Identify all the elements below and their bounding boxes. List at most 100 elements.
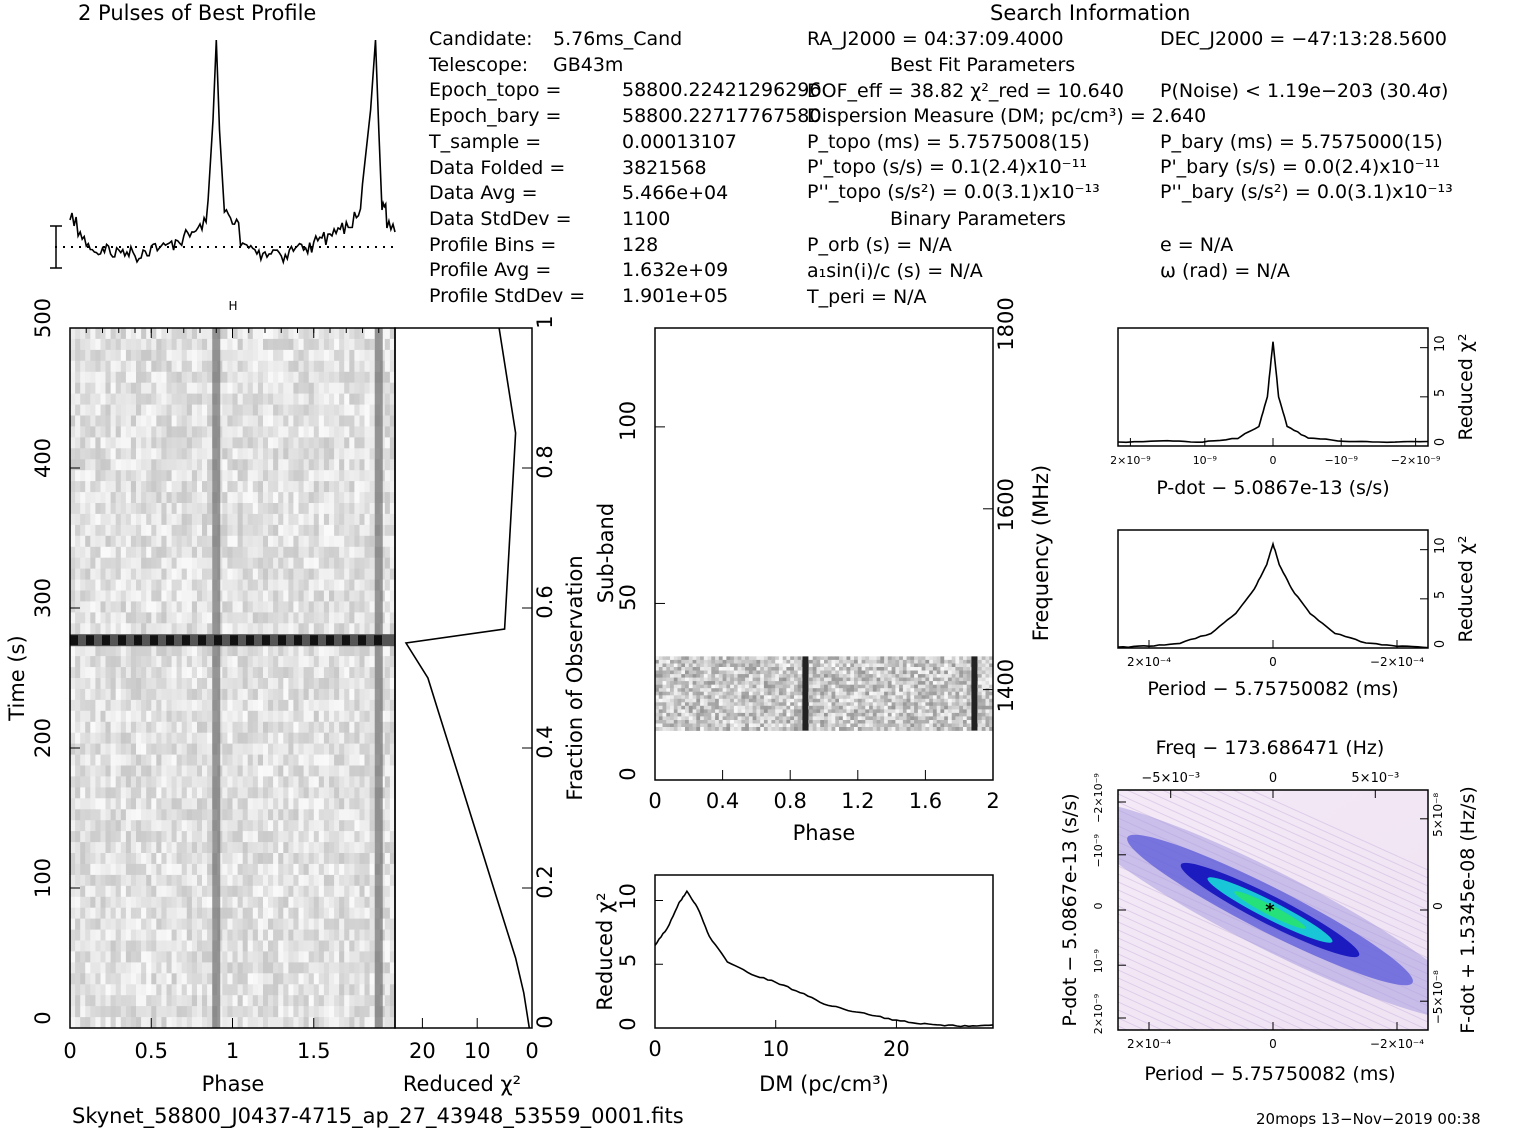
time-phase-cell	[323, 776, 330, 788]
time-phase-cell	[191, 437, 198, 449]
time-phase-cell	[100, 590, 107, 602]
time-phase-cell	[308, 338, 315, 351]
time-phase-cell	[120, 995, 127, 1007]
time-phase-cell	[257, 513, 264, 526]
time-phase-cell	[141, 612, 147, 624]
time-phase-cell	[100, 743, 107, 756]
time-phase-cell	[283, 776, 289, 788]
time-phase-cell	[283, 371, 289, 384]
time-phase-cell	[125, 590, 132, 602]
time-phase-cell	[125, 546, 132, 559]
time-phase-cell	[232, 404, 239, 417]
time-phase-cell	[80, 918, 86, 931]
subband-cell	[917, 677, 923, 682]
time-phase-cell	[339, 492, 345, 504]
time-phase-cell	[105, 798, 112, 810]
time-phase-cell	[318, 754, 325, 767]
subband-cell	[820, 667, 825, 671]
subband-cell	[902, 659, 908, 664]
time-phase-cell	[384, 678, 391, 690]
subband-cell	[854, 656, 859, 661]
time-phase-cell	[278, 513, 284, 526]
time-phase-cell	[257, 787, 264, 799]
time-phase-cell	[303, 863, 310, 876]
time-phase-cell	[334, 437, 340, 449]
time-phase-cell	[186, 470, 193, 482]
time-phase-cell	[156, 328, 162, 340]
subband-cell	[685, 656, 690, 661]
time-phase-cell	[313, 699, 320, 712]
time-phase-cell	[222, 809, 228, 821]
subband-cell	[711, 681, 716, 685]
time-phase-cell	[303, 765, 310, 777]
time-phase-cell	[156, 546, 162, 559]
time-phase-cell	[70, 929, 76, 942]
time-phase-cell	[313, 557, 320, 570]
time-phase-cell	[146, 743, 152, 756]
time-phase-cell	[263, 678, 269, 690]
time-phase-cell	[90, 1006, 96, 1018]
time-phase-cell	[293, 853, 300, 865]
time-phase-cell	[257, 645, 264, 657]
subband-cell	[809, 656, 814, 661]
time-phase-cell	[186, 371, 193, 384]
time-phase-cell	[323, 962, 330, 974]
time-phase-cell	[85, 885, 91, 898]
time-phase-cell	[263, 743, 269, 756]
time-phase-cell	[247, 710, 254, 723]
time-phase-cell	[339, 699, 345, 712]
subband-cell	[718, 670, 723, 675]
time-phase-cell	[171, 831, 178, 843]
time-phase-cell	[207, 437, 213, 449]
subband-cell	[944, 674, 949, 678]
time-phase-cell	[349, 393, 355, 406]
time-phase-cell	[237, 645, 244, 657]
subband-cell	[722, 681, 727, 685]
time-phase-cell	[171, 995, 178, 1007]
subband-cell	[899, 659, 904, 664]
time-phase-cell	[268, 885, 274, 898]
time-phase-cell	[334, 984, 340, 996]
time-phase-cell	[115, 863, 122, 876]
time-phase-cell	[359, 656, 366, 668]
time-phase-cell	[105, 404, 112, 417]
time-phase-cell	[329, 437, 335, 449]
time-phase-cell	[90, 535, 96, 548]
time-phase-cell	[349, 448, 355, 460]
time-phase-cell	[257, 984, 264, 996]
time-phase-cell	[166, 338, 173, 351]
time-phase-cell	[110, 765, 117, 777]
time-phase-cell	[323, 590, 330, 602]
time-phase-cell	[146, 371, 152, 384]
time-phase-cell	[308, 699, 315, 712]
time-phase-cell	[100, 328, 107, 340]
time-phase-cell	[110, 404, 117, 417]
time-phase-cell	[298, 503, 305, 515]
subband-cell	[842, 670, 847, 675]
time-phase-cell	[308, 382, 315, 395]
time-phase-cell	[100, 776, 107, 788]
time-phase-cell	[329, 765, 335, 777]
time-phase-cell	[186, 678, 193, 690]
subband-cell	[842, 674, 847, 678]
subband-cell	[835, 659, 840, 664]
time-phase-cell	[232, 393, 239, 406]
time-phase-cell	[369, 743, 376, 756]
subband-cell	[857, 670, 862, 675]
time-phase-cell	[130, 503, 137, 515]
subband-cell	[963, 677, 968, 682]
time-phase-cell	[161, 524, 168, 537]
time-phase-cell	[197, 349, 203, 362]
time-phase-cell	[125, 973, 132, 985]
time-phase-cell	[268, 579, 274, 592]
time-phase-cell	[369, 765, 376, 777]
time-phase-cell	[308, 645, 315, 657]
time-phase-cell	[323, 842, 330, 854]
time-phase-cell	[171, 732, 178, 745]
time-phase-cell	[364, 590, 371, 602]
subband-cell	[902, 681, 908, 685]
time-phase-cell	[181, 721, 188, 734]
time-phase-cell	[323, 853, 330, 865]
subband-cell	[854, 677, 859, 682]
time-phase-cell	[273, 546, 279, 559]
